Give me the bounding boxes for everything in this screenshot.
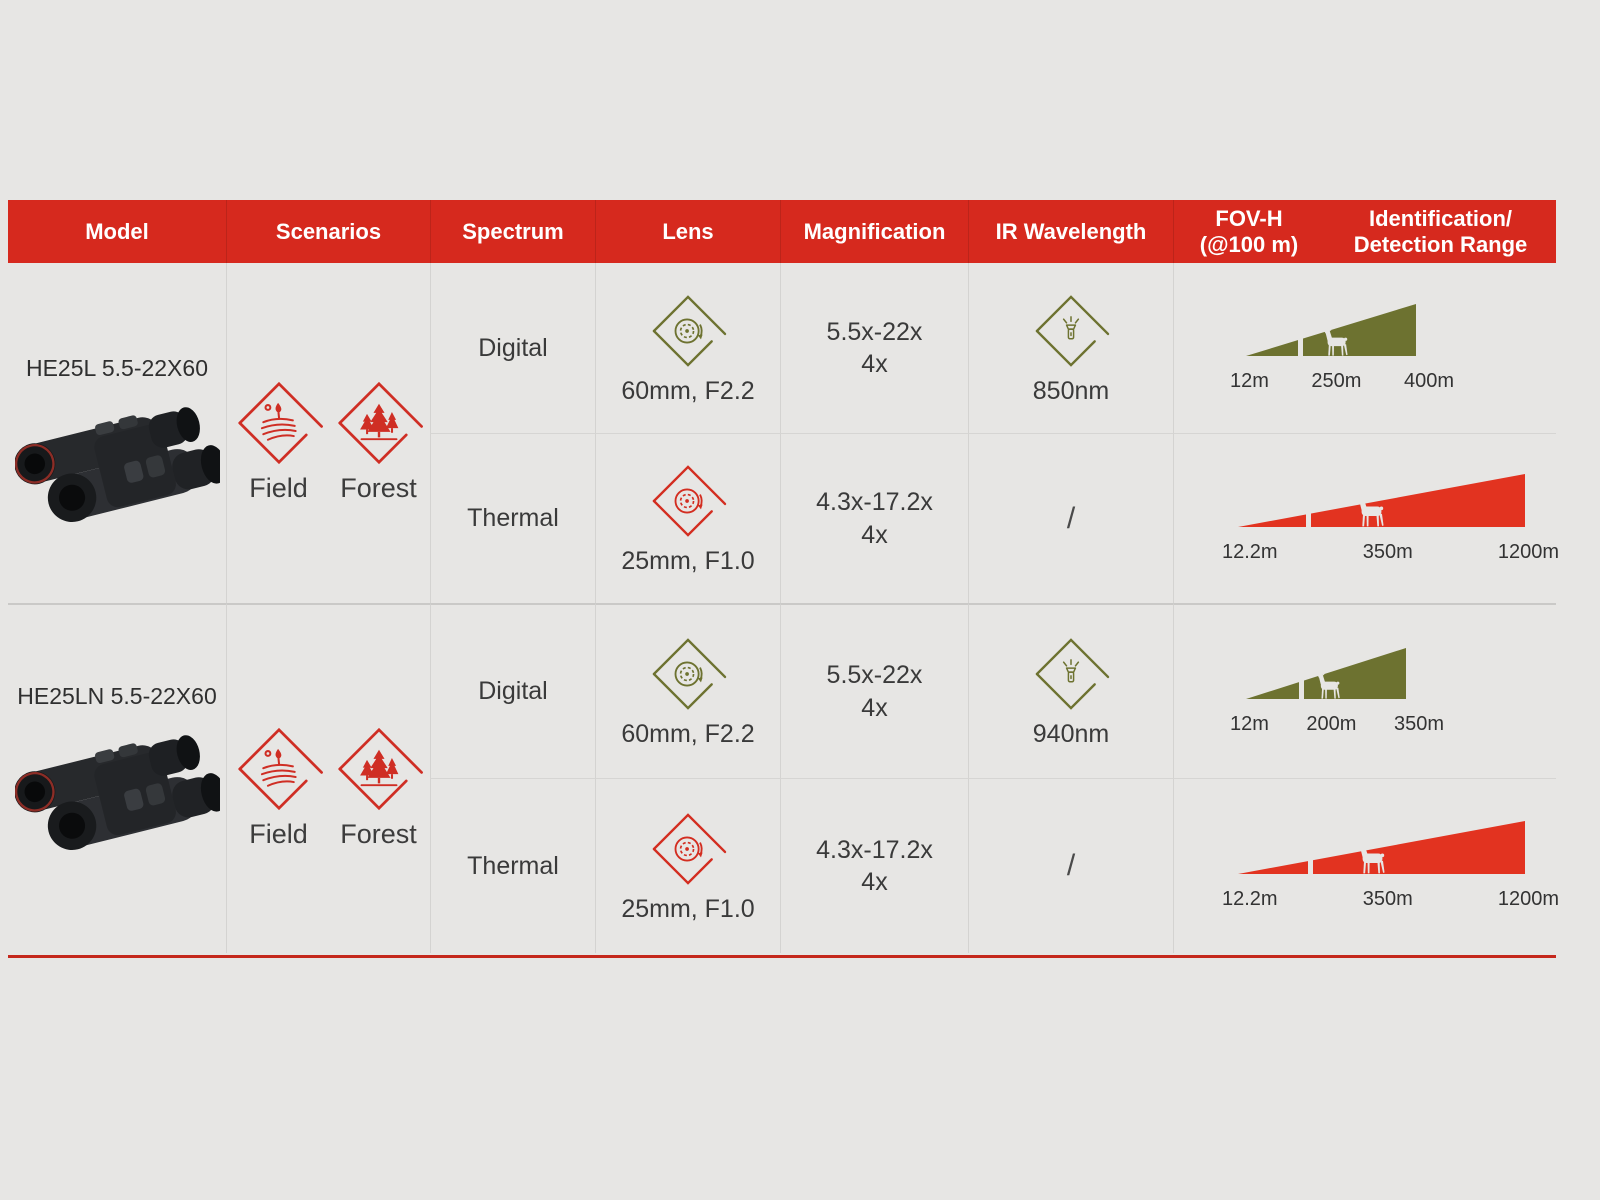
spectrum-cell: Digital [430, 263, 595, 433]
magnification-cell: 4.3x-17.2x 4x [780, 433, 968, 603]
spectrum-value: Digital [478, 677, 548, 705]
binoculars-photo [15, 720, 220, 880]
scenarios-cell: Field Forest [226, 263, 430, 603]
scenario-field: Field [231, 377, 327, 504]
col-header-ir-wavelength: IR Wavelength [968, 200, 1173, 263]
table-bottom-rule [8, 955, 1556, 958]
range-label-mid: 350m [1362, 540, 1413, 563]
magnification-cell: 5.5x-22x 4x [780, 263, 968, 433]
range-label-max: 1200m [1497, 888, 1559, 910]
col-header-magnification: Magnification [780, 200, 968, 263]
ir-wavelength-cell: / [968, 433, 1173, 603]
scenario-forest: Forest [331, 377, 427, 504]
range-wedge-thermal [1238, 821, 1525, 874]
spectrum-cell: Thermal [430, 778, 595, 953]
lens-cell: 25mm, F1.0 [595, 778, 780, 953]
range-cell: 12.2m 350m 1200m [1173, 433, 1559, 603]
range-cell: 12m 250m 400m [1173, 263, 1556, 433]
magnification-cell: 5.5x-22x 4x [780, 603, 968, 778]
model-cell: HE25L 5.5-22X60 [8, 263, 226, 603]
ir-wavelength-value: / [1066, 849, 1076, 882]
ir-wavelength-cell: 850nm [968, 263, 1173, 433]
col-header-identification: Identification/ Detection Range [1324, 206, 1557, 258]
scenario-label: Field [249, 472, 308, 503]
lens-value: 60mm, F2.2 [621, 376, 755, 405]
col-header-spectrum: Spectrum [430, 200, 595, 263]
fov-line1: FOV-H [1215, 205, 1283, 231]
range-wedge-thermal [1238, 473, 1525, 527]
lens-icon [648, 634, 728, 714]
model-name: HE25LN 5.5-22X60 [17, 683, 217, 709]
range-label-max: 400m [1403, 369, 1454, 392]
lens-value: 25mm, F1.0 [621, 894, 755, 923]
fov-line2: (@100 m) [1199, 231, 1299, 257]
spectrum-value: Thermal [467, 851, 559, 880]
ir-wavelength-value: 940nm [1032, 720, 1110, 748]
col-header-scenarios: Scenarios [226, 200, 430, 263]
model-cell: HE25LN 5.5-22X60 [8, 603, 226, 953]
model-name: HE25L 5.5-22X60 [25, 355, 208, 381]
col-header-model: Model [8, 200, 226, 263]
magnification-digital: 4x [861, 350, 888, 378]
range-label-min: 12m [1230, 369, 1269, 392]
ir-flashlight-icon [1031, 634, 1111, 714]
scenario-forest: Forest [331, 723, 427, 850]
range-label-min: 12.2m [1222, 888, 1278, 910]
range-label-mid: 250m [1311, 369, 1362, 392]
spectrum-value: Thermal [467, 504, 559, 532]
field-icon [233, 723, 325, 815]
range-label-max: 1200m [1497, 540, 1559, 563]
range-cell: 12m 200m 350m [1173, 603, 1556, 778]
scenarios-cell: Field Forest [226, 603, 430, 953]
lens-icon [648, 809, 728, 889]
lens-value: 60mm, F2.2 [621, 720, 755, 748]
ir-wavelength-cell: 940nm [968, 603, 1173, 778]
forest-icon [333, 377, 425, 469]
ident-line1: Identification/ [1369, 205, 1512, 231]
range-wedge-digital [1246, 303, 1416, 356]
lens-cell: 25mm, F1.0 [595, 433, 780, 603]
forest-icon [333, 723, 425, 815]
spectrum-value: Digital [478, 333, 548, 362]
ir-wavelength-cell: / [968, 778, 1173, 953]
lens-cell: 60mm, F2.2 [595, 263, 780, 433]
magnification-optical: 5.5x-22x [826, 317, 923, 346]
range-label-max: 350m [1393, 712, 1444, 735]
magnification-optical: 4.3x-17.2x [816, 488, 933, 516]
lens-icon [648, 291, 728, 371]
magnification-digital: 4x [861, 520, 888, 549]
range-label-mid: 200m [1306, 712, 1357, 735]
col-header-fov: FOV-H (@100 m) [1174, 206, 1324, 258]
ir-wavelength-value: / [1066, 501, 1076, 535]
scenario-label: Forest [340, 818, 417, 849]
binoculars-photo [15, 392, 220, 552]
field-icon [233, 377, 325, 469]
range-wedge-digital [1246, 647, 1406, 699]
range-cell: 12.2m 350m 1200m [1173, 778, 1559, 953]
range-label-mid: 350m [1362, 888, 1413, 910]
magnification-digital: 4x [861, 693, 888, 722]
scenario-label: Field [249, 818, 308, 849]
scenario-label: Forest [340, 472, 417, 503]
lens-cell: 60mm, F2.2 [595, 603, 780, 778]
magnification-cell: 4.3x-17.2x 4x [780, 778, 968, 953]
magnification-digital: 4x [861, 868, 888, 896]
col-header-lens: Lens [595, 200, 780, 263]
range-label-min: 12m [1230, 712, 1269, 735]
spec-table: Model Scenarios Spectrum Lens Magnificat… [8, 200, 1559, 953]
magnification-optical: 4.3x-17.2x [816, 835, 933, 864]
scenario-field: Field [231, 723, 327, 850]
lens-icon [648, 461, 728, 541]
col-header-range: FOV-H (@100 m) Identification/ Detection… [1173, 200, 1556, 263]
ir-flashlight-icon [1031, 291, 1111, 371]
spectrum-cell: Thermal [430, 433, 595, 603]
magnification-optical: 5.5x-22x [826, 661, 923, 689]
spectrum-cell: Digital [430, 603, 595, 778]
ir-wavelength-value: 850nm [1032, 376, 1110, 405]
range-label-min: 12.2m [1222, 540, 1278, 563]
ident-line2: Detection Range [1353, 231, 1528, 257]
lens-value: 25mm, F1.0 [621, 547, 755, 575]
